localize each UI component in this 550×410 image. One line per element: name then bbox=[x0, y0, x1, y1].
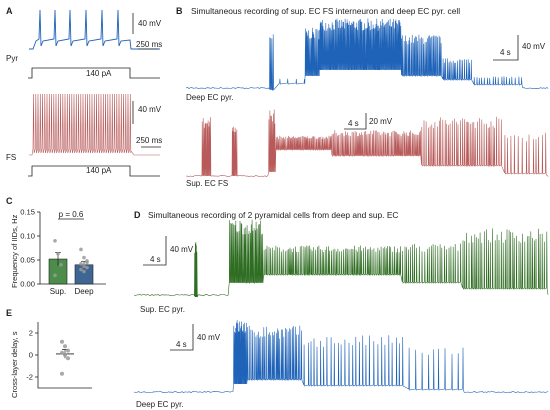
c-pvalue: p = 0.6 bbox=[59, 210, 84, 219]
b-sup-label: Sup. EC FS bbox=[186, 179, 228, 188]
panel-b-title: Simultaneous recording of sup. EC FS int… bbox=[191, 6, 460, 16]
c-point bbox=[53, 239, 57, 243]
e-point bbox=[63, 353, 67, 357]
b-deep-label: Deep EC pyr. bbox=[186, 93, 234, 102]
pyr-scale-v: 40 mV bbox=[138, 19, 162, 28]
b-sup-trace bbox=[185, 109, 549, 177]
e-point bbox=[66, 348, 70, 353]
e-axes bbox=[37, 322, 92, 389]
b-scalebar-2 bbox=[344, 113, 367, 130]
pyr-trace bbox=[29, 9, 160, 50]
fs-stim-label: 140 pA bbox=[86, 166, 112, 175]
d-scale2-v: 40 mV bbox=[197, 333, 221, 342]
d-sup-trace bbox=[133, 219, 549, 298]
b-scale2-v: 20 mV bbox=[369, 117, 393, 126]
e-point bbox=[60, 350, 64, 355]
c-point bbox=[82, 269, 86, 274]
e-point bbox=[63, 344, 67, 349]
d-scalebar-1 bbox=[143, 236, 167, 266]
e-ytick-label: 0 bbox=[29, 351, 33, 360]
b-deep-trace bbox=[185, 18, 549, 92]
c-point bbox=[56, 251, 60, 256]
c-point bbox=[85, 260, 89, 265]
e-ytick-label: -2 bbox=[26, 373, 33, 382]
panel-a-letter: A bbox=[6, 6, 13, 16]
b-scale1-v: 40 mV bbox=[522, 42, 546, 51]
c-plot: 0.00 0.05 0.10 0.15 Sup. Deep p = 0.6 bbox=[20, 208, 106, 296]
c-ytick-label: 0.00 bbox=[20, 280, 35, 289]
panel-c-letter: C bbox=[6, 196, 13, 206]
pyr-scale-t: 250 ms bbox=[136, 40, 162, 49]
pyr-stim-label: 140 pA bbox=[86, 69, 112, 78]
c-point bbox=[85, 265, 89, 270]
c-point bbox=[79, 262, 83, 266]
c-point bbox=[82, 264, 86, 269]
fs-scalebar bbox=[132, 101, 161, 148]
c-point bbox=[82, 255, 86, 260]
panel-e-letter: E bbox=[6, 308, 12, 318]
fs-scale-t: 250 ms bbox=[136, 136, 162, 145]
panel-d-title: Simultaneous recording of 2 pyramidal ce… bbox=[148, 210, 398, 220]
fs-stim-step bbox=[28, 165, 160, 177]
c-xtick-label: Deep bbox=[74, 287, 94, 296]
e-plot: 2 0 -2 bbox=[26, 322, 92, 389]
e-point bbox=[60, 371, 64, 376]
c-point bbox=[59, 263, 63, 267]
c-ylabel: Frequency of IIDs, Hz bbox=[10, 214, 19, 288]
d-scale1-v: 40 mV bbox=[170, 245, 194, 254]
pyr-stim-step bbox=[28, 67, 160, 79]
b-scale1-t: 4 s bbox=[500, 48, 511, 57]
c-ytick-label: 0.05 bbox=[20, 256, 35, 265]
fs-label: FS bbox=[6, 153, 16, 162]
d-scale2-t: 4 s bbox=[176, 340, 187, 349]
c-point bbox=[79, 247, 83, 252]
e-ylabel: Cross-layer delay, s bbox=[10, 331, 19, 398]
c-point bbox=[53, 273, 57, 278]
pyr-scalebar bbox=[132, 13, 158, 50]
b-scale2-t: 4 s bbox=[348, 119, 359, 128]
e-point bbox=[66, 356, 70, 361]
fs-trace bbox=[29, 93, 160, 156]
c-point bbox=[79, 267, 83, 272]
panel-b-letter: B bbox=[176, 6, 183, 16]
e-point bbox=[60, 339, 64, 344]
c-xtick-label: Sup. bbox=[50, 287, 66, 296]
d-scalebar-2 bbox=[170, 324, 194, 351]
c-ytick-label: 0.10 bbox=[20, 232, 35, 241]
d-sup-label: Sup. EC pyr. bbox=[140, 305, 185, 314]
d-deep-label: Deep EC pyr. bbox=[136, 400, 184, 409]
e-ytick-label: 2 bbox=[29, 329, 33, 338]
panel-d-letter: D bbox=[134, 210, 141, 220]
b-scalebar-1 bbox=[493, 35, 519, 61]
c-ytick-label: 0.15 bbox=[20, 208, 35, 217]
d-deep-trace bbox=[133, 320, 549, 393]
d-scale1-t: 4 s bbox=[150, 255, 161, 264]
fs-scale-v: 40 mV bbox=[138, 105, 162, 114]
pyr-label: Pyr bbox=[6, 54, 18, 63]
